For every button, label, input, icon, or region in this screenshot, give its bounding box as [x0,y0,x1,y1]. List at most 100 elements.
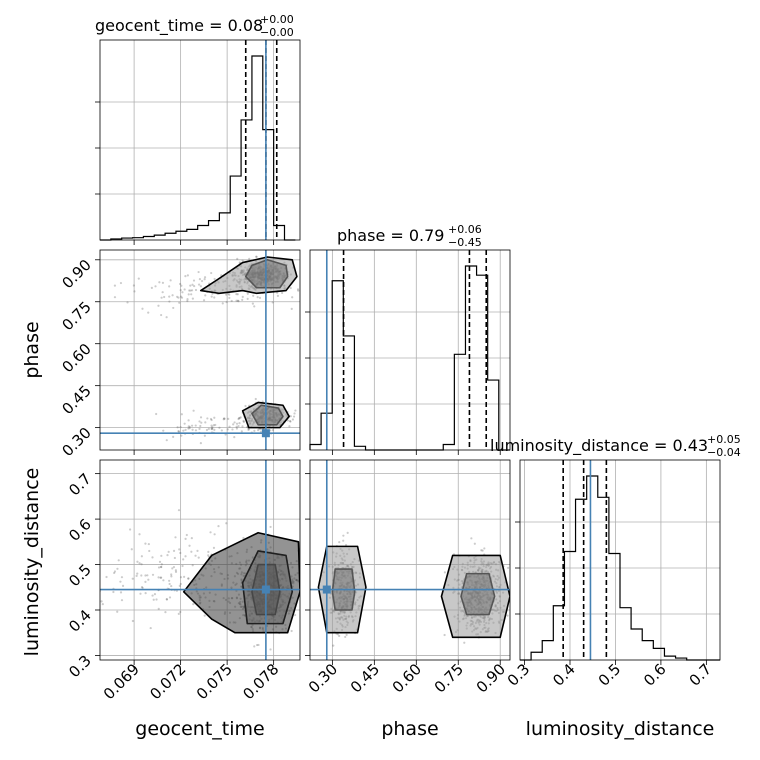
sample-point [246,292,249,295]
sample-point [161,291,164,294]
xtick-label-geocent_time: 0.069 [100,660,143,703]
sample-point [255,255,258,258]
sample-point [148,549,151,553]
sample-point [160,565,163,569]
sample-point [178,301,181,304]
sample-point [188,544,191,547]
sample-point [119,580,122,583]
xtick-label-luminosity_distance: 0.6 [640,660,670,690]
sample-point [225,522,228,525]
sample-point [207,550,210,553]
sample-point [292,415,296,418]
sample-point [189,289,192,292]
sample-point [171,567,174,570]
sample-point [481,549,484,552]
hist-panel-luminosity_distance [515,459,721,665]
sample-point [238,261,241,264]
sample-point [203,278,206,281]
sample-point [248,257,251,260]
sample-point [119,281,123,285]
sample-point [223,417,226,420]
sample-point [192,279,196,282]
sample-point [222,417,226,420]
sample-point [192,409,195,412]
sample-point [338,634,341,638]
xtick-label-phase: 0.75 [431,660,467,696]
xtick-label-geocent_time: 0.072 [146,660,189,703]
sample-point [128,528,132,531]
sample-point [153,593,157,596]
sample-point [443,571,446,574]
xlabel-phase: phase [381,718,438,740]
sample-point [300,264,302,266]
ytick-label-phase: 0.45 [58,382,94,418]
sample-point [220,429,223,432]
panel-frame [99,39,301,241]
sample-point [165,439,168,442]
sample-point [217,525,220,528]
sample-point [296,288,300,291]
sample-point [183,575,186,578]
sample-point [336,633,339,636]
sample-point [303,594,305,596]
sample-point [253,429,256,432]
sample-point [191,428,194,431]
sample-point [344,635,347,639]
sample-point [131,619,134,623]
sample-point [182,558,185,561]
sample-point [281,291,284,295]
ytick-label-luminosity_distance: 0.6 [65,515,95,545]
sample-point [162,579,165,582]
panel-body [310,460,510,660]
sample-point [197,270,200,274]
sample-point [293,613,297,617]
ytick-label-phase: 0.75 [58,298,94,334]
sample-point [157,576,160,579]
ytick-label-phase: 0.30 [58,424,94,460]
sample-point [228,296,231,300]
ytick-label-luminosity_distance: 0.3 [65,652,95,682]
sample-point [180,434,183,437]
sample-point [151,556,154,559]
sample-point [305,583,307,585]
sample-point [291,296,294,299]
sample-point [184,555,187,558]
sample-point [184,428,187,431]
sample-point [289,286,292,290]
sample-point [149,626,152,630]
sample-point [221,302,224,305]
sample-point [212,546,216,549]
sample-point [180,284,183,287]
sample-point [289,420,292,423]
sample-point [237,417,240,421]
sample-point [191,297,194,300]
sample-point [203,276,207,279]
sample-point [210,418,213,422]
sample-point [155,412,158,416]
sample-point [197,283,201,286]
sample-point [194,288,198,292]
sample-point [120,576,124,579]
sample-point [288,425,291,428]
xtick-label-luminosity_distance: 0.3 [504,660,534,690]
sample-point [227,417,230,420]
xtick-label-geocent_time: 0.078 [239,660,282,703]
sample-point [141,307,144,310]
sample-point [188,289,191,292]
sample-point [120,599,124,602]
sample-point [209,531,212,534]
sample-point [140,586,144,589]
sample-point [133,290,136,293]
xlabel-geocent-time: geocent_time [135,718,264,740]
sample-point [179,576,183,579]
sample-point [116,567,119,570]
sample-point [158,281,161,284]
sample-point [141,586,144,590]
sample-point [483,547,486,550]
sample-point [271,301,274,304]
ylabel-luminosity-distance: luminosity_distance [21,468,43,657]
sample-point [138,562,141,565]
sample-point [254,397,257,401]
sample-point [185,533,188,537]
title-luminosity-distance-minus: −0.04 [707,446,741,459]
